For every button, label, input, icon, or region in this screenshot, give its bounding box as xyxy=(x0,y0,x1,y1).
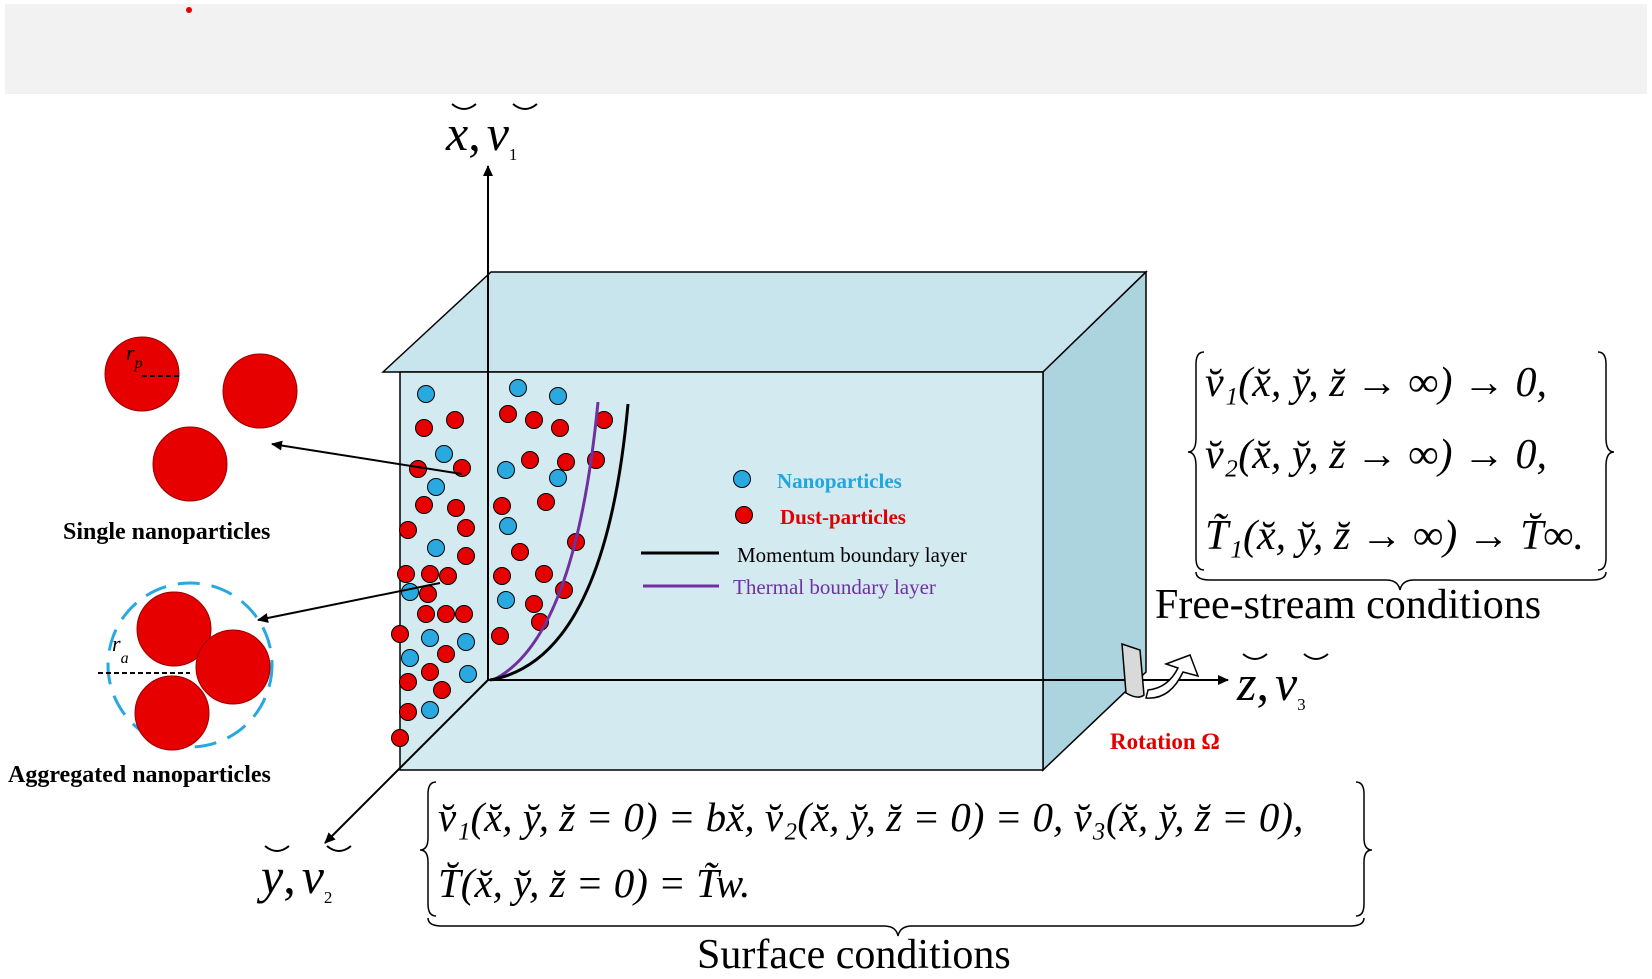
dust-particle-dot xyxy=(499,405,517,423)
dust-particle-dot xyxy=(521,451,539,469)
dust-particle-dot xyxy=(455,605,473,623)
r-p-label: rp xyxy=(126,340,143,372)
header-band xyxy=(5,4,1647,94)
dust-particle-dot xyxy=(415,419,433,437)
legend-nano-marker xyxy=(733,470,751,488)
nanoparticle-dot xyxy=(497,591,515,609)
r-a-label: ra xyxy=(112,631,129,667)
dust-particle-dot xyxy=(447,499,465,517)
dust-particle-dot xyxy=(437,605,455,623)
rotation-arrow-icon xyxy=(1121,642,1200,699)
nanoparticle-dot xyxy=(549,387,567,405)
nanoparticle-dot xyxy=(401,649,419,667)
nanoparticle-dot xyxy=(509,379,527,397)
dust-particle-dot xyxy=(421,663,439,681)
single-label: Single nanoparticles xyxy=(63,519,270,545)
dust-particle-dot xyxy=(551,419,569,437)
dust-particle-dot xyxy=(457,547,475,565)
free-stream-block: v̆₁(x̆, y̆, z̆ → ∞) → 0, v̆₂(x̆, y̆, z̆ … xyxy=(1155,351,1615,628)
free-stream-eq-2: v̆₂(x̆, y̆, z̆ → ∞) → 0, xyxy=(1205,432,1547,478)
dust-particle-dot xyxy=(419,585,437,603)
dust-particle-dot xyxy=(446,411,464,429)
z-axis-label: z, v3 xyxy=(1236,653,1329,714)
dust-particle-dot xyxy=(493,567,511,585)
surface-caption: Surface conditions xyxy=(697,932,1011,978)
dust-particle-dot xyxy=(457,519,475,537)
dust-particle-dot xyxy=(557,453,575,471)
dust-particle-dot xyxy=(437,645,455,663)
svg-text:z,v3: z, v3 xyxy=(1236,655,1306,714)
svg-text:x,v1: x, v1 xyxy=(445,105,517,164)
single-pointer-arrow xyxy=(271,440,463,475)
legend-thermal-label: Thermal boundary layer xyxy=(733,575,936,599)
dust-particle-dot xyxy=(391,625,409,643)
dust-particle-dot xyxy=(433,681,451,699)
dust-particle-dot xyxy=(417,605,435,623)
y-axis-line xyxy=(324,679,489,844)
nanoparticle-dot xyxy=(459,665,477,683)
x-axis-label: x, v1 xyxy=(445,103,538,164)
dust-particle-dot xyxy=(415,496,433,514)
dust-particle-dot xyxy=(511,543,529,561)
nanoparticle-dot xyxy=(417,385,435,403)
thermal-boundary-curve xyxy=(492,401,600,682)
dust-particle-dot xyxy=(491,627,509,645)
box-top-face xyxy=(381,271,1148,373)
dust-particle-dot xyxy=(525,595,543,613)
y-axis-label: y, v2 xyxy=(256,845,352,907)
dust-particle-dot xyxy=(535,565,553,583)
legend-nano-label: Nanoparticles xyxy=(777,469,902,493)
legend-dust-marker xyxy=(735,506,753,524)
dust-particle-dot xyxy=(537,493,555,511)
surface-eq-2: T̆(x̆, y̆, z̆ = 0) = T̃w. xyxy=(438,860,750,906)
nanoparticle-dot xyxy=(499,517,517,535)
dust-particle-dot xyxy=(493,497,511,515)
momentum-boundary-curve xyxy=(489,403,630,682)
nanoparticle-dot xyxy=(427,539,445,557)
legend-momentum-label: Momentum boundary layer xyxy=(737,543,967,567)
dust-particle-dot xyxy=(397,565,415,583)
dust-particle-dot xyxy=(439,567,457,585)
free-stream-caption: Free-stream conditions xyxy=(1155,582,1541,628)
dust-particle-dot xyxy=(399,521,417,539)
particle-cloud xyxy=(391,379,613,747)
legend-dust-label: Dust-particles xyxy=(780,505,906,529)
marker-dot xyxy=(186,7,192,13)
dust-particle-dot xyxy=(391,729,409,747)
surface-eq-1: v̆₁(x̆, y̆, z̆ = 0) = bx̆, v̆₂(x̆, y̆, z… xyxy=(438,794,1303,840)
nanoparticle-dot xyxy=(421,629,439,647)
nanoparticle-dot xyxy=(549,469,567,487)
single-nanoparticles-illustration xyxy=(104,336,298,502)
dust-particle-dot xyxy=(421,565,439,583)
aggregated-nanoparticles-illustration xyxy=(98,581,274,751)
aggregated-pointer-arrow xyxy=(257,582,441,623)
dust-particle-dot xyxy=(399,673,417,691)
nanoparticle-dot xyxy=(427,478,445,496)
nanoparticle-dot xyxy=(401,583,419,601)
legend: Nanoparticles Dust-particles Momentum bo… xyxy=(641,469,967,599)
nanoparticle-dot xyxy=(497,461,515,479)
svg-text:y,v2: y, v2 xyxy=(256,848,332,907)
free-stream-eq-1: v̆₁(x̆, y̆, z̆ → ∞) → 0, xyxy=(1205,360,1547,406)
nanoparticle-dot xyxy=(435,445,453,463)
dust-particle-dot xyxy=(525,411,543,429)
dust-particle-dot xyxy=(399,703,417,721)
aggregated-label: Aggregated nanoparticles xyxy=(8,762,271,788)
nanoparticle-dot xyxy=(457,633,475,651)
dust-particle-dot xyxy=(453,459,471,477)
rotation-label: Rotation Ω xyxy=(1110,729,1220,754)
nanoparticle-dot xyxy=(421,701,439,719)
free-stream-eq-3: T̃₁(x̆, y̆, z̆ → ∞) → T̆∞. xyxy=(1205,513,1584,559)
surface-block: v̆₁(x̆, y̆, z̆ = 0) = bx̆, v̆₂(x̆, y̆, z… xyxy=(419,781,1373,978)
